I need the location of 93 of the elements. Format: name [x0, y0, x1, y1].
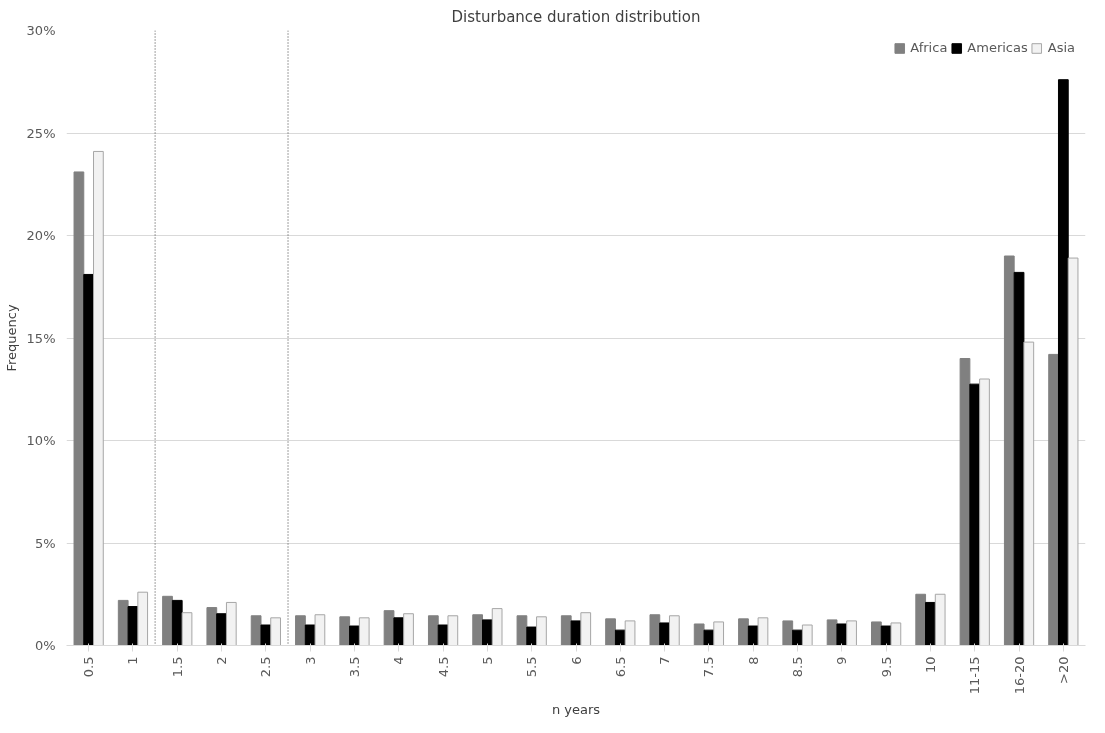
bar	[206, 607, 218, 646]
bar	[969, 383, 981, 646]
x-tick-label: 2.5	[258, 656, 274, 678]
bar	[925, 601, 936, 646]
bar	[1023, 341, 1035, 646]
bar	[1048, 353, 1059, 646]
bar	[890, 622, 902, 646]
y-tick-label: 0%	[34, 638, 56, 653]
bar	[181, 612, 193, 646]
x-tick-label: 1.5	[169, 656, 185, 678]
x-tick-label: 4.5	[435, 656, 451, 678]
legend-label: Asia	[1047, 40, 1075, 55]
bar	[349, 625, 360, 646]
bar	[536, 616, 547, 646]
bar	[447, 615, 459, 646]
bar	[270, 617, 281, 646]
bar	[1057, 79, 1069, 646]
y-tick-label: 20%	[26, 228, 56, 243]
x-tick-label: 5	[479, 656, 495, 665]
x-tick-label: 7	[657, 656, 673, 665]
x-tick-label: >20	[1055, 656, 1071, 684]
bar	[836, 623, 848, 646]
legend-label: Africa	[910, 40, 948, 55]
bar	[659, 622, 670, 646]
x-tick-label: 5.5	[524, 656, 540, 678]
bar	[358, 617, 370, 646]
bar	[526, 626, 538, 646]
bar	[614, 629, 626, 646]
y-tick-label: 25%	[26, 125, 56, 141]
bar	[959, 358, 971, 646]
bar	[491, 608, 503, 646]
bar	[801, 624, 813, 646]
bar	[295, 615, 306, 646]
x-tick-label: 10	[922, 656, 938, 674]
x-tick-label: 6.5	[612, 656, 628, 678]
chart-title: Disturbance duration distribution	[451, 7, 701, 26]
bar	[580, 612, 592, 646]
bar	[934, 593, 946, 646]
x-tick-label: 9.5	[878, 656, 894, 678]
bar	[339, 616, 351, 646]
bar	[605, 618, 616, 646]
bar	[624, 620, 636, 646]
x-tick-label: 16-20	[1011, 656, 1027, 695]
y-axis-title: Frequency	[3, 304, 19, 372]
bar	[915, 593, 927, 646]
bar	[137, 591, 149, 646]
bar	[403, 613, 414, 646]
x-tick-label: 8.5	[790, 656, 806, 678]
bar	[713, 621, 725, 646]
bar	[93, 150, 104, 646]
y-tick-label: 30%	[26, 23, 56, 38]
bar	[73, 171, 85, 646]
bar	[649, 614, 661, 646]
bar	[314, 614, 326, 646]
bar	[516, 615, 528, 646]
y-tick-label: 5%	[34, 535, 56, 551]
bar	[216, 613, 227, 646]
x-tick-label: 1	[125, 656, 141, 665]
bar	[738, 618, 749, 646]
x-tick-label: 3.5	[346, 656, 362, 678]
bar	[782, 620, 794, 646]
bar	[757, 617, 769, 646]
x-axis-title: n years	[551, 702, 601, 718]
bar	[703, 629, 715, 646]
x-tick-label: 6	[568, 656, 584, 665]
bar	[792, 629, 803, 646]
bar	[668, 615, 680, 646]
bar	[427, 615, 439, 646]
bar	[846, 620, 857, 646]
x-tick-label: 8	[745, 656, 761, 665]
x-tick-label: 2	[214, 656, 230, 665]
bar	[570, 620, 582, 646]
bar	[162, 595, 173, 646]
bar	[472, 614, 484, 646]
bar	[260, 624, 272, 646]
y-tick-label: 10%	[26, 433, 56, 448]
bar	[482, 619, 493, 646]
x-tick-label: 0.5	[81, 656, 97, 678]
bar	[979, 378, 990, 646]
bar	[127, 606, 139, 646]
x-tick-label: 7.5	[701, 656, 717, 678]
legend-label: Americas	[967, 40, 1028, 55]
y-tick-label: 15%	[26, 330, 56, 346]
bar	[393, 617, 405, 646]
bar	[871, 621, 882, 646]
bar	[83, 273, 95, 646]
x-tick-label: 3	[302, 656, 318, 665]
x-tick-label: 9	[834, 656, 850, 665]
x-tick-label: 11-15	[967, 656, 983, 695]
bar	[225, 601, 237, 646]
bar	[1067, 257, 1079, 646]
bar	[1003, 255, 1015, 646]
x-tick-label: 4	[391, 656, 407, 665]
